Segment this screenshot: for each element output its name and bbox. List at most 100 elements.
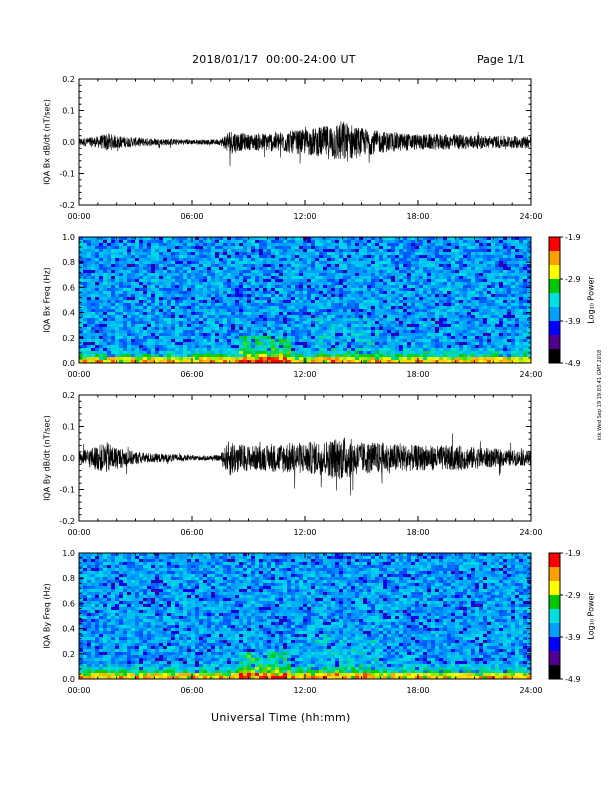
panel2-heatcell <box>211 255 216 259</box>
panel2-heatcell <box>335 318 340 322</box>
panel2-heatcell <box>399 258 404 262</box>
panel2-heatcell <box>319 240 324 244</box>
panel2-heatcell <box>463 324 468 328</box>
panel2-heatcell <box>463 327 468 331</box>
panel2-heatcell <box>391 252 396 256</box>
panel2-heatcell <box>407 294 412 298</box>
panel2-heatcell <box>247 258 252 262</box>
panel2-heatcell <box>351 336 356 340</box>
panel2-heatcell <box>203 294 208 298</box>
panel2-heatcell <box>207 267 212 271</box>
panel2-heatcell <box>303 243 308 247</box>
panel2-heatcell <box>371 321 376 325</box>
panel2-heatcell <box>523 285 528 289</box>
panel2-heatcell <box>267 282 272 286</box>
panel2-heatcell <box>191 336 196 340</box>
panel2-heatcell <box>279 237 284 241</box>
panel2-heatcell <box>199 261 204 265</box>
panel2-heatcell <box>103 315 108 319</box>
panel2-heatcell <box>171 321 176 325</box>
panel2-heatcell <box>87 261 92 265</box>
panel2-heatcell <box>111 267 116 271</box>
panel2-heatcell <box>223 258 228 262</box>
panel2-heatcell <box>223 318 228 322</box>
panel2-heatcell <box>135 267 140 271</box>
panel2-heatcell <box>443 255 448 259</box>
panel2-heatcell <box>163 279 168 283</box>
panel2-heatcell <box>495 312 500 316</box>
panel2-heatcell <box>175 282 180 286</box>
panel2-heatcell <box>451 252 456 256</box>
panel2-heatcell <box>511 240 516 244</box>
panel2-heatcell <box>455 351 460 355</box>
panel2-heatcell <box>135 339 140 343</box>
panel2-heatcell <box>87 252 92 256</box>
panel2-heatcell <box>279 309 284 313</box>
panel2-heatcell <box>371 246 376 250</box>
panel2-heatcell <box>263 246 268 250</box>
panel2-heatcell <box>383 354 388 358</box>
panel2-heatcell <box>423 315 428 319</box>
panel2-heatcell <box>275 237 280 241</box>
panel2-heatcell <box>351 252 356 256</box>
panel2-heatcell <box>203 327 208 331</box>
panel2-heatcell <box>427 318 432 322</box>
panel2-heatcell <box>251 321 256 325</box>
panel2-heatcell <box>187 282 192 286</box>
panel2-heatcell <box>375 258 380 262</box>
panel2-heatcell <box>191 309 196 313</box>
panel2-heatcell <box>327 267 332 271</box>
panel2-heatcell <box>291 312 296 316</box>
panel2-heatcell <box>343 351 348 355</box>
panel2-heatcell <box>323 252 328 256</box>
panel2-heatcell <box>215 354 220 358</box>
panel2-heatcell <box>423 360 428 364</box>
panel2-heatcell <box>315 336 320 340</box>
panel2-heatcell <box>255 249 260 253</box>
panel2-heatcell <box>387 300 392 304</box>
panel2-heatcell <box>115 240 120 244</box>
panel2-heatcell <box>463 288 468 292</box>
panel2-heatcell <box>431 291 436 295</box>
panel2-heatcell <box>263 291 268 295</box>
panel2-heatcell <box>459 357 464 361</box>
panel2-heatcell <box>247 285 252 289</box>
panel2-heatcell <box>307 246 312 250</box>
panel2-heatcell <box>503 300 508 304</box>
panel2-heatcell <box>395 264 400 268</box>
panel2-heatcell <box>203 240 208 244</box>
panel2-heatcell <box>203 333 208 337</box>
panel2-heatcell <box>459 330 464 334</box>
panel2-heatcell <box>139 270 144 274</box>
panel2-heatcell <box>211 240 216 244</box>
panel2-heatcell <box>435 243 440 247</box>
panel2-heatcell <box>415 282 420 286</box>
panel2-heatcell <box>299 327 304 331</box>
panel2-heatcell <box>367 333 372 337</box>
panel2-heatcell <box>411 240 416 244</box>
panel2-heatcell <box>247 246 252 250</box>
panel2-heatcell <box>211 294 216 298</box>
panel2-heatcell <box>403 354 408 358</box>
panel2-heatcell <box>187 243 192 247</box>
panel2-heatcell <box>299 357 304 361</box>
panel2-heatcell <box>291 306 296 310</box>
panel2-heatcell <box>115 315 120 319</box>
panel2-heatcell <box>331 240 336 244</box>
panel2-heatcell <box>115 312 120 316</box>
panel2-heatcell <box>107 357 112 361</box>
panel2-heatcell <box>255 324 260 328</box>
panel2-heatcell <box>451 255 456 259</box>
panel2-heatcell <box>431 264 436 268</box>
panel2-heatcell <box>323 312 328 316</box>
panel2-heatcell <box>323 288 328 292</box>
panel2-heatcell <box>399 246 404 250</box>
panel2-heatcell <box>115 279 120 283</box>
panel2-heatcell <box>271 276 276 280</box>
panel2-heatcell <box>367 330 372 334</box>
panel2-heatcell <box>279 270 284 274</box>
panel2-heatcell <box>219 279 224 283</box>
panel2-heatcell <box>107 342 112 346</box>
panel2-heatcell <box>87 360 92 364</box>
panel2-heatcell <box>247 291 252 295</box>
